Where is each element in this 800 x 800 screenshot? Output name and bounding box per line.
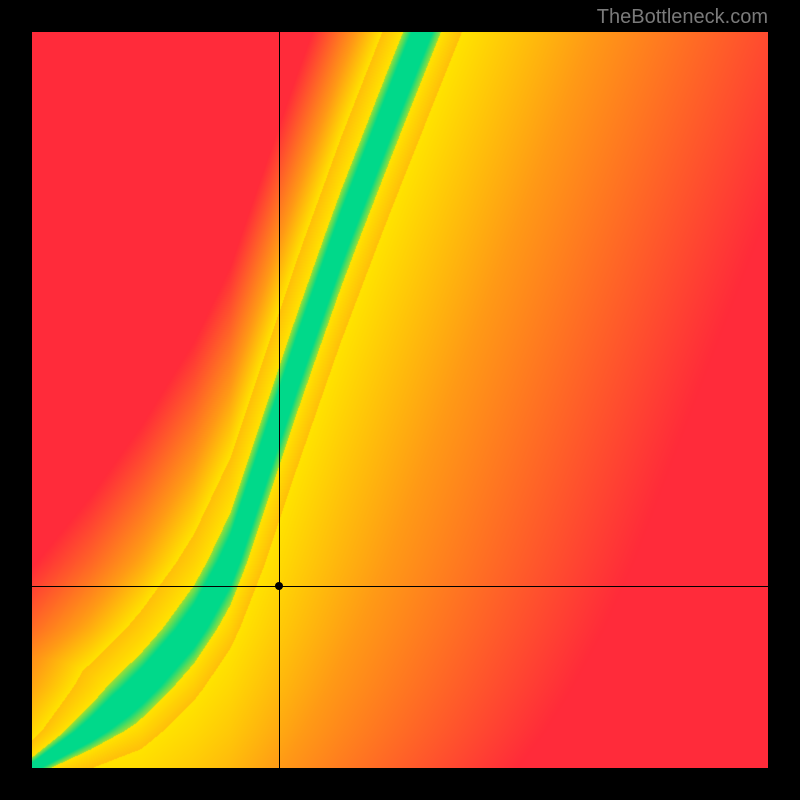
heatmap-canvas: [32, 32, 768, 768]
watermark-text: TheBottleneck.com: [597, 6, 768, 29]
heatmap-plot: [32, 32, 768, 768]
crosshair-vertical: [279, 32, 280, 768]
crosshair-horizontal: [32, 586, 768, 587]
crosshair-marker: [275, 582, 283, 590]
